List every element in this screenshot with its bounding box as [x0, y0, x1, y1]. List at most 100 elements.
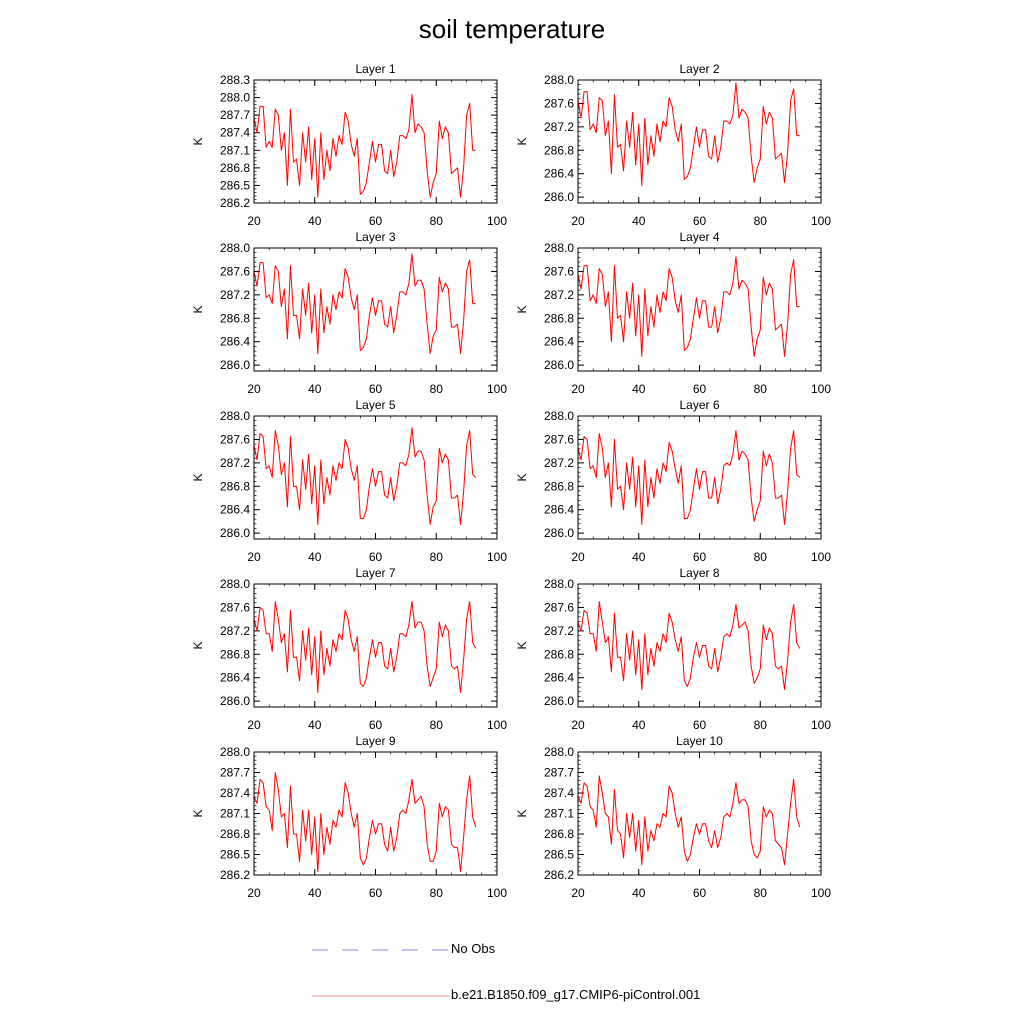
- y-tick-label: 286.0: [220, 358, 250, 372]
- y-tick-label: 286.2: [220, 868, 250, 882]
- y-tick-label: 287.1: [544, 807, 574, 821]
- x-tick-label: 40: [632, 718, 646, 732]
- y-axis-label: K: [191, 641, 205, 649]
- y-tick-label: 288.0: [220, 91, 250, 105]
- y-tick-label: 286.0: [544, 526, 574, 540]
- panel-title: Layer 7: [355, 566, 395, 580]
- chart-panel-3: Layer 3 K 20 40 60 80 100 286.0 286.4 286.8 287.2 2…: [191, 230, 507, 396]
- y-tick-label: 286.5: [544, 848, 574, 862]
- legend-item-model-run: b.e21.B1850.f09_g17.CMIP6-piControl.001: [310, 986, 730, 1006]
- chart-panel-2: Layer 2 K 20 40 60 80 100 286.0 286.4 286.8 287.2 2…: [515, 62, 831, 228]
- x-tick-label: 60: [369, 718, 383, 732]
- series-line: [577, 601, 801, 690]
- legend-item-no-obs: No Obs: [310, 940, 730, 960]
- y-tick-label: 286.4: [544, 335, 574, 349]
- y-tick-label: 288.0: [544, 241, 574, 255]
- y-axis-label: K: [515, 137, 529, 145]
- x-tick-label: 20: [571, 550, 585, 564]
- series-line: [253, 601, 477, 693]
- y-tick-label: 287.6: [220, 600, 250, 614]
- panel-title: Layer 1: [355, 62, 395, 76]
- x-tick-label: 60: [369, 886, 383, 900]
- y-tick-label: 286.8: [220, 311, 250, 325]
- y-tick-label: 286.0: [544, 694, 574, 708]
- y-axis-label: K: [515, 473, 529, 481]
- y-tick-label: 287.6: [544, 96, 574, 110]
- y-tick-label: 287.2: [544, 120, 574, 134]
- plot-frame: [577, 415, 822, 540]
- chart-panel-5: Layer 5 K 20 40 60 80 100 286.0 286.4 286.8 287.2 2…: [191, 398, 507, 564]
- x-tick-label: 40: [308, 382, 322, 396]
- plot-frame: [253, 583, 498, 708]
- x-tick-label: 100: [487, 550, 507, 564]
- legend-swatch-dashed: [312, 949, 448, 951]
- x-tick-label: 80: [754, 382, 768, 396]
- plot-frame: [253, 247, 498, 372]
- panel-title: Layer 5: [355, 398, 395, 412]
- series-line: [577, 430, 801, 525]
- y-tick-label: 288.0: [544, 409, 574, 423]
- legend-swatch-solid: [312, 995, 450, 997]
- y-tick-label: 288.0: [220, 577, 250, 591]
- x-tick-label: 60: [369, 382, 383, 396]
- legend-label-no-obs: No Obs: [451, 941, 496, 956]
- plot-frame: [253, 415, 498, 540]
- x-tick-label: 20: [571, 886, 585, 900]
- y-tick-label: 287.2: [544, 456, 574, 470]
- panel-title: Layer 3: [355, 230, 395, 244]
- series-line: [577, 256, 800, 357]
- x-tick-label: 40: [308, 214, 322, 228]
- y-tick-label: 286.4: [220, 671, 250, 685]
- x-tick-label: 40: [632, 886, 646, 900]
- x-tick-label: 20: [571, 382, 585, 396]
- y-tick-label: 286.4: [220, 503, 250, 517]
- x-tick-label: 40: [632, 214, 646, 228]
- x-tick-label: 60: [369, 214, 383, 228]
- x-tick-label: 60: [369, 550, 383, 564]
- y-tick-label: 286.8: [544, 647, 574, 661]
- series-line: [253, 253, 476, 354]
- y-tick-label: 286.4: [544, 671, 574, 685]
- y-tick-label: 286.0: [220, 694, 250, 708]
- y-tick-label: 287.6: [220, 432, 250, 446]
- y-tick-label: 286.4: [544, 503, 574, 517]
- y-axis-label: K: [515, 641, 529, 649]
- y-axis-label: K: [515, 809, 529, 817]
- y-tick-label: 286.8: [220, 827, 250, 841]
- y-tick-label: 286.8: [544, 143, 574, 157]
- x-tick-label: 60: [693, 718, 707, 732]
- x-tick-label: 20: [247, 718, 261, 732]
- x-tick-label: 100: [487, 718, 507, 732]
- y-tick-label: 286.5: [220, 848, 250, 862]
- x-tick-label: 40: [308, 718, 322, 732]
- x-tick-label: 20: [247, 382, 261, 396]
- x-tick-label: 80: [430, 718, 444, 732]
- y-tick-label: 286.2: [220, 196, 250, 210]
- y-tick-label: 286.8: [544, 827, 574, 841]
- x-tick-label: 60: [693, 886, 707, 900]
- y-tick-label: 286.8: [220, 161, 250, 175]
- x-tick-label: 80: [754, 886, 768, 900]
- x-tick-label: 60: [693, 550, 707, 564]
- series-line: [577, 82, 800, 186]
- plot-frame: [577, 751, 822, 876]
- y-tick-label: 287.6: [544, 432, 574, 446]
- chart-panel-6: Layer 6 K 20 40 60 80 100 286.0 286.4 286.8 287.2 2…: [515, 398, 831, 564]
- x-tick-label: 80: [430, 886, 444, 900]
- y-axis-label: K: [515, 305, 529, 313]
- y-tick-label: 287.7: [544, 766, 574, 780]
- x-tick-label: 80: [430, 382, 444, 396]
- x-tick-label: 80: [754, 550, 768, 564]
- y-tick-label: 286.0: [220, 526, 250, 540]
- y-tick-label: 287.6: [220, 264, 250, 278]
- x-tick-label: 80: [430, 214, 444, 228]
- y-tick-label: 286.8: [220, 647, 250, 661]
- chart-panel-10: Layer 10 K 20 40 60 80 100 286.2 286.5 286.8 287.1…: [515, 734, 831, 900]
- y-tick-label: 287.2: [220, 288, 250, 302]
- x-tick-label: 40: [308, 886, 322, 900]
- y-tick-label: 287.6: [544, 600, 574, 614]
- y-tick-label: 286.4: [220, 335, 250, 349]
- x-tick-label: 100: [811, 214, 831, 228]
